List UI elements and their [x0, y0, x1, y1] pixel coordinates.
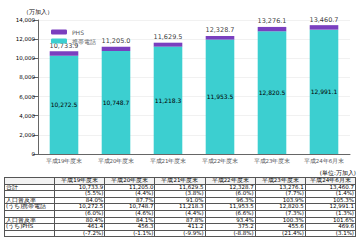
html-text:11,205.0: 11,205.0: [128, 183, 154, 190]
html-text:(3.8%): (3.8%): [185, 190, 204, 197]
html-text:(-1.1%): (-1.1%): [133, 229, 154, 236]
svg-text:10,272.5: 10,272.5: [51, 101, 78, 108]
svg-text:12,820.5: 12,820.5: [259, 89, 286, 96]
svg-text:携帯電話: 携帯電話: [72, 38, 96, 45]
html-text:(6.0%): (6.0%): [85, 210, 104, 216]
svg-text:13,276.1: 13,276.1: [258, 17, 287, 25]
html-text:(-7.2%): (-7.2%): [83, 229, 104, 236]
svg-text:10,000: 10,000: [16, 55, 36, 61]
html-text:(うち)PHS: (うち)PHS: [6, 223, 34, 230]
svg-text:12,328.7: 12,328.7: [206, 26, 235, 34]
svg-text:11,629.5: 11,629.5: [154, 33, 183, 41]
html-text:(-9.9%): (-9.9%): [183, 229, 204, 236]
svg-text:PHS: PHS: [72, 29, 84, 36]
html-text:91.0%: 91.0%: [186, 196, 204, 203]
html-text:11,218.3: 11,218.3: [179, 203, 204, 210]
html-text:101.6%: 101.6%: [333, 216, 354, 223]
html-text:13,276.1: 13,276.1: [279, 183, 304, 190]
svg-text:2,000: 2,000: [19, 132, 35, 138]
svg-text:14,000: 14,000: [16, 17, 36, 23]
svg-text:10,733.9: 10,733.9: [49, 41, 79, 50]
html-text:11,953.5: 11,953.5: [229, 203, 254, 210]
html-text:84.1%: 84.1%: [135, 216, 154, 223]
svg-text:（万加入）: （万加入）: [23, 8, 53, 16]
html-text:(7.3%): (7.3%): [285, 210, 304, 216]
svg-text:0: 0: [32, 151, 36, 157]
svg-text:11,218.3: 11,218.3: [155, 97, 182, 104]
svg-text:12,000: 12,000: [16, 36, 36, 42]
html-text:(4.6%): (4.6%): [135, 210, 154, 216]
svg-text:平成20年度末: 平成20年度末: [98, 157, 135, 164]
html-text:人口普及率: 人口普及率: [6, 196, 36, 203]
html-text:11,629.5: 11,629.5: [179, 183, 204, 190]
html-text:平成23年度末: 平成23年度末: [261, 177, 299, 183]
html-text:平成22年度末: 平成22年度末: [211, 177, 249, 183]
svg-text:平成22年度末: 平成22年度末: [202, 157, 239, 164]
svg-text:11,205.0: 11,205.0: [102, 37, 131, 45]
html-text:(1.3%): (1.3%): [335, 210, 354, 216]
html-text:(21.4%): (21.4%): [282, 229, 304, 236]
html-text:80.4%: 80.4%: [85, 216, 104, 223]
html-text:84.0%: 84.0%: [85, 196, 104, 203]
html-text:平成24年6月末: 平成24年6月末: [310, 177, 351, 183]
html-text:10,272.5: 10,272.5: [78, 203, 104, 210]
html-text:(-8.8%): (-8.8%): [233, 229, 254, 236]
html-text:375.2: 375.2: [238, 223, 254, 230]
html-text:13,460.7: 13,460.7: [329, 183, 354, 190]
html-text:96.3%: 96.3%: [236, 196, 254, 203]
svg-text:平成24年6月末: 平成24年6月末: [304, 158, 345, 164]
svg-text:13,460.7: 13,460.7: [310, 16, 339, 24]
html-text:(4.4%): (4.4%): [185, 210, 204, 216]
html-text:(6.6%): (6.6%): [235, 210, 254, 216]
html-text:455.6: 455.6: [288, 223, 304, 230]
html-text:(4.4%): (4.4%): [135, 190, 154, 197]
html-text:100.3%: 100.3%: [282, 216, 304, 223]
html-text:12,328.7: 12,328.7: [229, 183, 254, 190]
svg-text:4,000: 4,000: [19, 113, 35, 119]
svg-text:6,000: 6,000: [19, 94, 35, 100]
html-text:93.4%: 93.4%: [236, 216, 254, 223]
html-text:10,733.9: 10,733.9: [78, 183, 104, 190]
html-text:87.8%: 87.8%: [186, 216, 204, 223]
html-text:87.7%: 87.7%: [135, 196, 154, 203]
html-text:12,820.5: 12,820.5: [279, 203, 304, 210]
svg-text:12,991.1: 12,991.1: [311, 88, 338, 95]
html-text:(5.5%): (5.5%): [85, 190, 104, 197]
html-text:(7.7%): (7.7%): [285, 190, 304, 197]
html-text:(3.1%): (3.1%): [335, 229, 354, 236]
html-text:103.9%: 103.9%: [282, 196, 304, 203]
html-text:456.3: 456.3: [137, 223, 154, 230]
html-text:469.6: 469.6: [338, 223, 354, 230]
html-text:411.2: 411.2: [187, 223, 204, 230]
svg-text:平成23年度末: 平成23年度末: [254, 157, 291, 164]
html-text:平成19年度末: 平成19年度末: [61, 177, 99, 183]
html-text:105.3%: 105.3%: [333, 196, 354, 203]
html-text:(6.0%): (6.0%): [235, 190, 254, 197]
html-text:合計: 合計: [6, 183, 18, 190]
svg-text:平成19年度末: 平成19年度末: [46, 157, 83, 164]
html-text:人口普及率: 人口普及率: [6, 216, 36, 223]
html-text:10,748.7: 10,748.7: [128, 203, 154, 210]
html-text:(1.4%): (1.4%): [335, 190, 354, 197]
svg-text:10,748.7: 10,748.7: [103, 99, 130, 106]
svg-text:8,000: 8,000: [19, 74, 35, 80]
html-text:(単位:万加入): (単位:万加入): [319, 170, 356, 176]
svg-text:11,953.5: 11,953.5: [207, 93, 234, 100]
html-text:平成21年度末: 平成21年度末: [161, 177, 199, 183]
html-text:461.4: 461.4: [87, 223, 104, 230]
html-text:12,991.1: 12,991.1: [329, 203, 354, 210]
svg-text:平成21年度末: 平成21年度末: [150, 157, 187, 164]
html-text:(うち)携帯電話: (うち)携帯電話: [6, 203, 47, 210]
html-text:平成20年度末: 平成20年度末: [111, 177, 149, 183]
